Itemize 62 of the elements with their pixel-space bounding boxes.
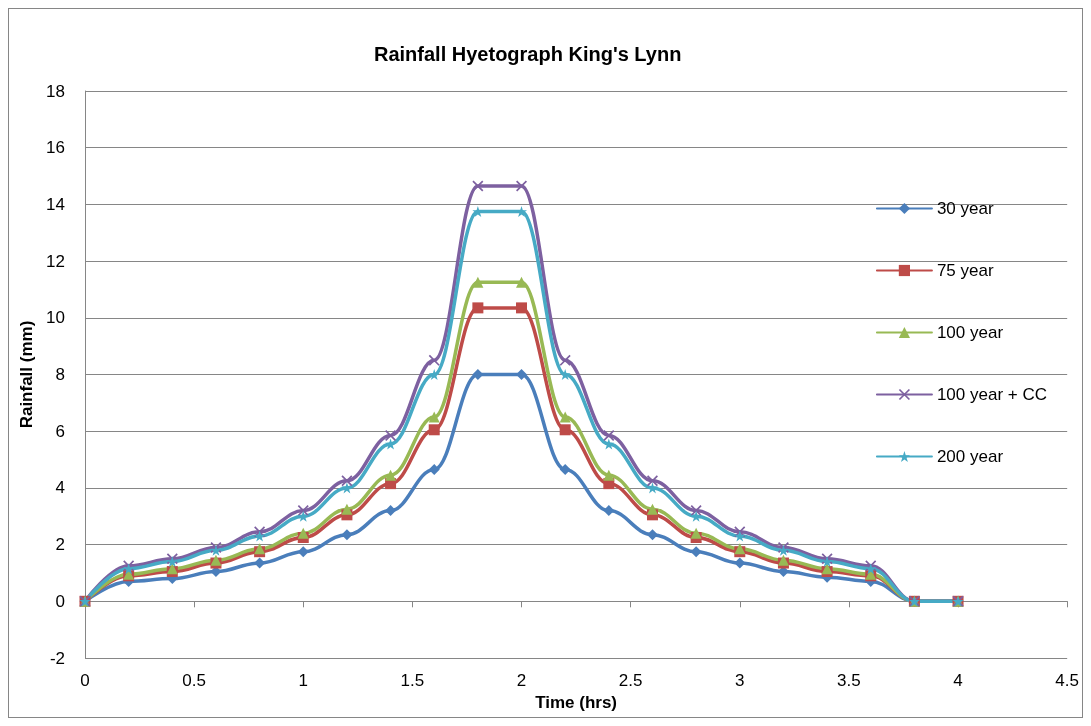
point xyxy=(646,529,658,541)
point xyxy=(516,302,528,314)
x-tick-label: 3.5 xyxy=(837,671,861,690)
point xyxy=(690,510,702,522)
x-tick-label: 0 xyxy=(80,671,90,690)
point xyxy=(646,503,658,515)
point xyxy=(341,529,353,541)
x-tick-label: 2.5 xyxy=(618,671,643,690)
point xyxy=(385,505,397,517)
point xyxy=(297,510,309,522)
point xyxy=(472,180,484,192)
legend-label: 30 year xyxy=(936,199,994,218)
y-axis-title: Rainfall (mm) xyxy=(17,320,36,429)
x-tick-label: 3 xyxy=(735,671,745,690)
legend-label: 100 year xyxy=(936,323,1004,342)
point xyxy=(603,505,615,517)
y-tick-label: 6 xyxy=(55,421,65,441)
y-tick-label: 10 xyxy=(46,308,65,328)
x-tick-label: 4 xyxy=(953,671,963,690)
x-tick-label: 4.5 xyxy=(1055,671,1079,690)
point xyxy=(341,503,353,515)
point xyxy=(603,469,615,481)
point xyxy=(297,527,309,539)
point xyxy=(297,505,309,517)
legend-label: 75 year xyxy=(936,261,994,280)
y-tick-label: -2 xyxy=(49,648,65,668)
point xyxy=(428,369,440,380)
point xyxy=(428,411,440,423)
x-tick-label: 1.5 xyxy=(400,671,425,690)
x-axis-title: Time (hrs) xyxy=(535,692,618,712)
point xyxy=(559,369,571,380)
point xyxy=(559,463,571,475)
point xyxy=(559,424,571,436)
point xyxy=(341,475,353,487)
point xyxy=(472,276,484,288)
y-tick-label: 12 xyxy=(46,251,65,271)
point xyxy=(254,530,266,542)
y-tick-label: 8 xyxy=(55,365,65,384)
y-tick-label: 2 xyxy=(55,535,65,555)
y-tick-label: 0 xyxy=(55,591,65,611)
point xyxy=(516,369,528,380)
point xyxy=(472,302,484,314)
point xyxy=(385,429,397,441)
point xyxy=(734,530,746,542)
y-tick-label: 14 xyxy=(46,194,65,214)
point xyxy=(428,463,440,475)
y-tick-label: 16 xyxy=(46,138,65,158)
point xyxy=(690,527,702,539)
chart-title: Rainfall Hyetograph King's Lynn xyxy=(374,43,682,65)
point xyxy=(385,469,397,481)
point xyxy=(428,424,440,436)
x-tick-label: 1 xyxy=(298,671,308,690)
point xyxy=(559,354,571,366)
y-tick-label: 18 xyxy=(46,81,65,101)
point xyxy=(428,354,440,366)
x-tick-label: 2 xyxy=(516,671,527,690)
point xyxy=(559,411,571,423)
point xyxy=(297,546,309,558)
legend-label: 200 year xyxy=(936,447,1004,466)
legend-label: 100 year + CC xyxy=(936,385,1048,404)
x-tick-label: 0.5 xyxy=(182,671,206,690)
y-tick-label: 4 xyxy=(55,478,65,498)
